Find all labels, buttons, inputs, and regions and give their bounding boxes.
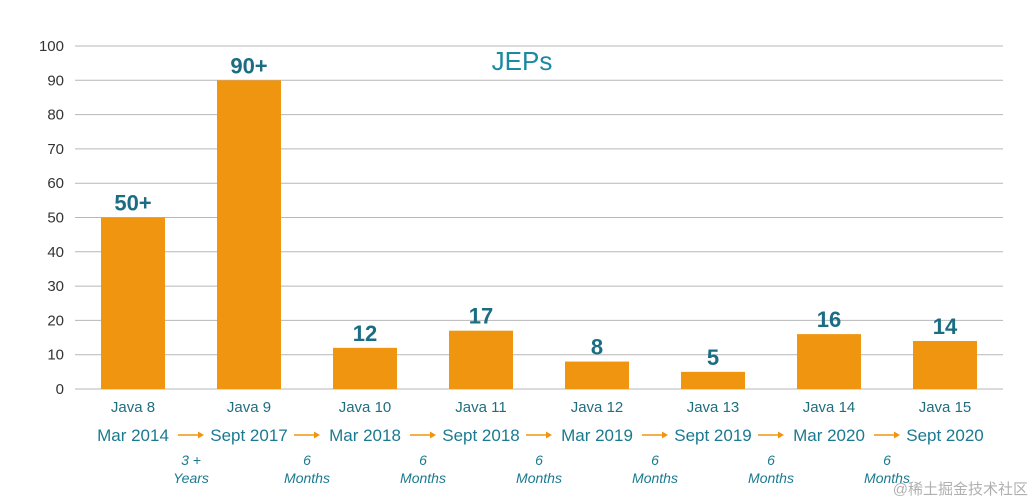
y-axis-ticks: 0 10 20 30 40 50 60 70 80 90 100 [39,38,64,398]
x-tick-label: Java 12 [571,399,624,416]
timeline-arrowhead [778,431,784,439]
release-date: Mar 2020 [793,426,865,445]
timeline-arrowhead [546,431,552,439]
timeline-arrowhead [430,431,436,439]
data-label: 5 [707,345,719,370]
release-date: Sept 2017 [210,426,288,445]
bar [101,217,165,389]
interval-unit: Months [400,470,446,486]
interval-amount: 6 [535,452,543,468]
x-tick-label: Java 8 [111,399,155,416]
y-tick-label: 10 [47,347,64,364]
x-tick-label: Java 9 [227,399,271,416]
x-axis-ticks: Java 8 Java 9 Java 10 Java 11 Java 12 Java 13… [111,399,971,416]
bar [449,330,513,389]
timeline-arrowhead [314,431,320,439]
bar [797,334,861,389]
interval-amount: 6 [883,452,891,468]
x-tick-label: Java 13 [687,399,740,416]
bar [217,80,281,390]
y-tick-label: 40 [47,244,64,261]
bar [333,347,397,389]
timeline-arrowhead [198,431,204,439]
data-label: 12 [353,321,377,346]
bars [101,80,977,390]
y-tick-label: 80 [47,107,64,124]
data-label: 50+ [114,191,151,216]
interval-unit: Months [632,470,678,486]
timeline-arrowhead [662,431,668,439]
y-tick-label: 60 [47,175,64,192]
release-intervals: 3 + Years 6 Months 6 Months 6 Months 6 Months 6 Mon… [173,452,910,486]
interval-unit: Months [864,470,910,486]
data-label: 17 [469,304,493,329]
release-date: Mar 2014 [97,426,169,445]
interval-unit: Months [284,470,330,486]
gridlines [75,45,1003,390]
data-label: 90+ [230,53,267,78]
release-date: Sept 2018 [442,426,520,445]
y-tick-label: 70 [47,141,64,158]
x-tick-label: Java 10 [339,399,392,416]
interval-unit: Years [173,470,209,486]
x-tick-label: Java 11 [455,399,506,416]
release-date: Sept 2020 [906,426,984,445]
interval-unit: Months [516,470,562,486]
interval-unit: Months [748,470,794,486]
release-timeline: Mar 2014 Sept 2017 Mar 2018 Sept 2018 Mar 20… [97,426,984,445]
data-labels: 50+ 90+ 12 17 8 5 16 14 [114,53,958,370]
y-tick-label: 90 [47,72,64,89]
bar [913,340,977,389]
release-date: Mar 2019 [561,426,633,445]
interval-amount: 3 + [181,452,201,468]
data-label: 8 [591,335,603,360]
data-label: 14 [933,314,958,339]
interval-amount: 6 [767,452,775,468]
y-tick-label: 100 [39,38,64,55]
watermark: @稀土掘金技术社区 [893,481,1028,498]
y-tick-label: 50 [47,210,64,227]
bar [681,371,745,389]
release-date: Sept 2019 [674,426,752,445]
bar [565,361,629,389]
interval-amount: 6 [303,452,311,468]
x-tick-label: Java 15 [919,399,972,416]
y-tick-label: 0 [56,381,64,398]
y-tick-label: 30 [47,278,64,295]
timeline-arrowhead [894,431,900,439]
x-tick-label: Java 14 [803,399,856,416]
release-date: Mar 2018 [329,426,401,445]
interval-amount: 6 [651,452,659,468]
chart-title: JEPs [492,46,553,76]
y-tick-label: 20 [47,312,64,329]
interval-amount: 6 [419,452,427,468]
data-label: 16 [817,307,841,332]
